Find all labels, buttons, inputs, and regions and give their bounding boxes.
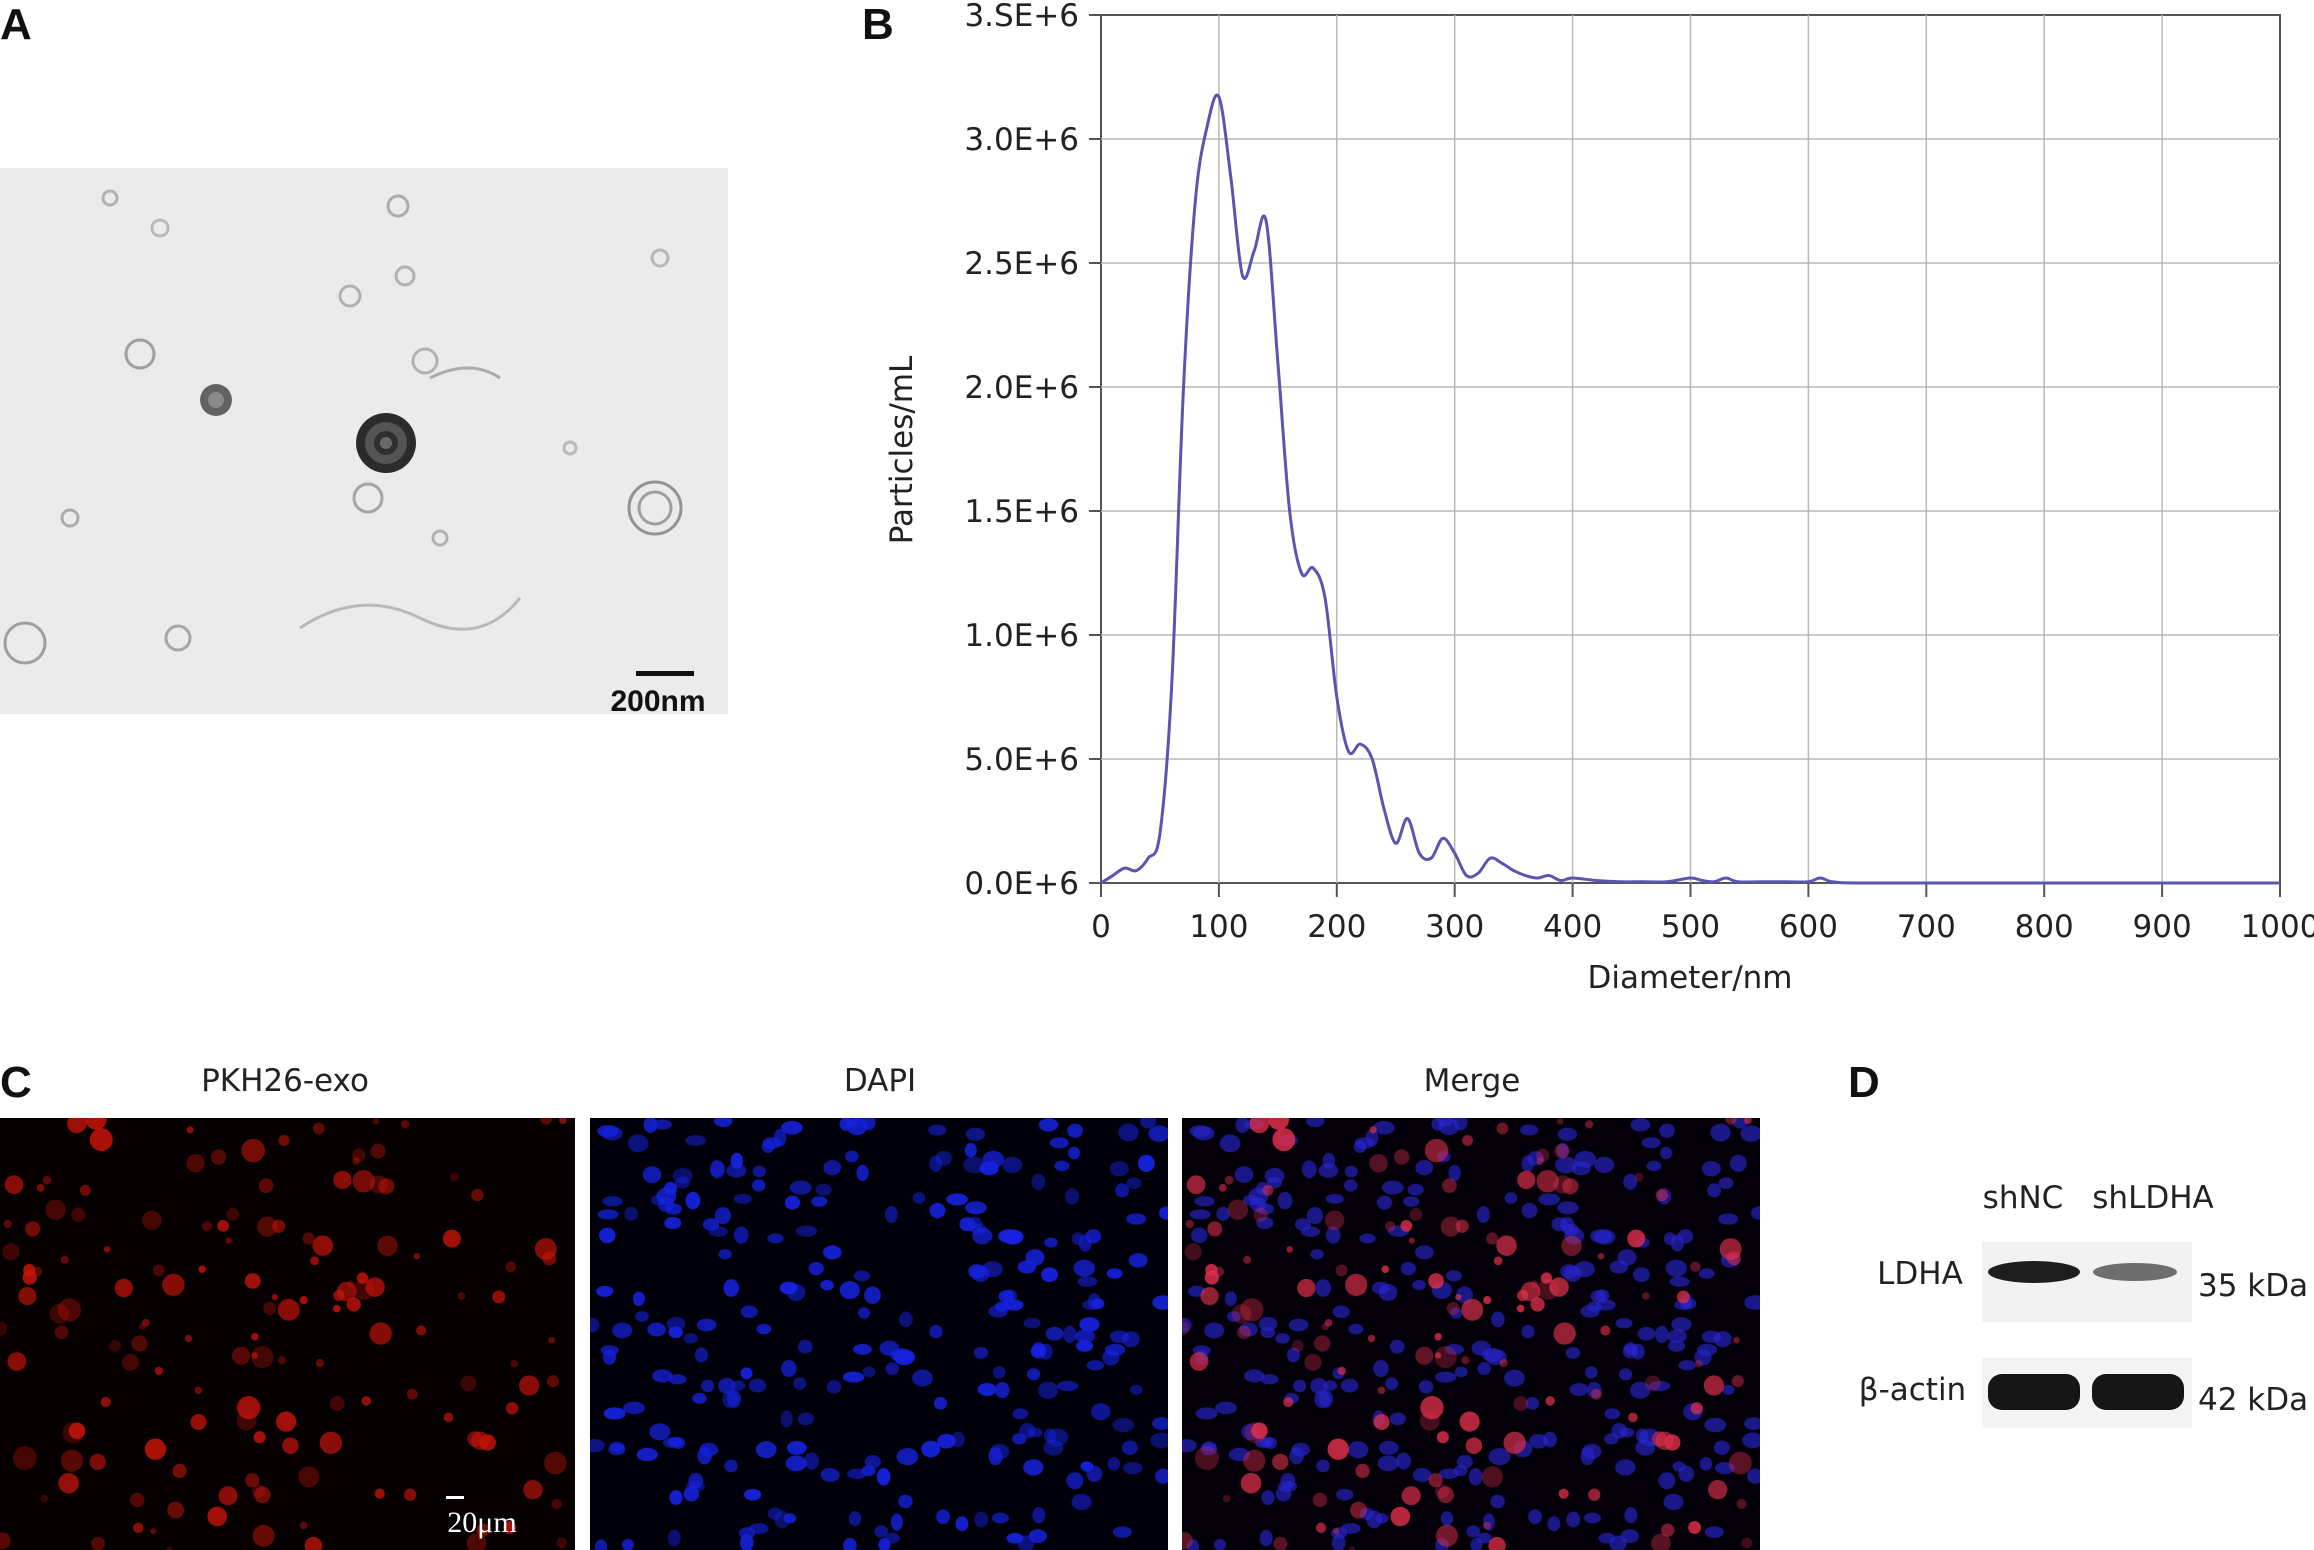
x-tick-label: 800 [2015, 909, 2074, 945]
tem-micrograph: 200nm [0, 168, 728, 714]
blot-strip-ldha [1982, 1242, 2192, 1322]
y-tick-label: 2.0E+6 [964, 370, 1079, 406]
lane-label-shldha: shLDHA [2092, 1180, 2214, 1216]
lane-label-shnc: shNC [1982, 1180, 2064, 1216]
y-tick-label: 5.0E+6 [964, 742, 1079, 778]
y-tick-label: 3.0E+6 [964, 122, 1079, 158]
panel-letter-b: B [862, 0, 894, 49]
image-pkh26-exo: 20μm [0, 1118, 575, 1550]
label-dapi: DAPI [843, 1063, 917, 1099]
y-tick-label: 1.5E+6 [964, 494, 1079, 530]
x-tick-label: 200 [1307, 909, 1366, 945]
y-tick-label: 3.SE+6 [964, 0, 1079, 34]
x-tick-label: 700 [1897, 909, 1956, 945]
blot-size-ldha: 35 kDa [2198, 1268, 2309, 1304]
x-tick-label: 400 [1543, 909, 1602, 945]
tem-image: 200nm [0, 168, 728, 714]
tem-scale-bar-label: 200nm [610, 685, 705, 714]
x-tick-label: 100 [1189, 909, 1248, 945]
label-merge: Merge [1423, 1063, 1521, 1099]
y-tick-label: 0.0E+6 [964, 866, 1079, 902]
blot-size-beta-actin: 42 kDa [2198, 1382, 2309, 1418]
x-tick-label: 500 [1661, 909, 1720, 945]
image-merge [1182, 1118, 1760, 1550]
y-tick-label: 2.5E+6 [964, 246, 1079, 282]
nta-chart: 0.0E+6 5.0E+6 1.0E+6 1.5E+6 2.0E+6 2.5E+6 3.0E… [884, 0, 2314, 996]
y-axis: 0.0E+6 5.0E+6 1.0E+6 1.5E+6 2.0E+6 2.5E+6 3.0E… [964, 0, 1101, 902]
blot-strip-beta-actin [1982, 1358, 2192, 1428]
x-tick-label: 0 [1091, 909, 1111, 945]
label-pkh26-exo: PKH26-exo [201, 1063, 369, 1099]
y-tick-label: 1.0E+6 [964, 618, 1079, 654]
y-axis-title: Particles/mL [884, 355, 920, 544]
x-tick-label: 300 [1425, 909, 1484, 945]
blot-row-label-beta-actin: β-actin [1858, 1372, 1967, 1408]
image-dapi [590, 1118, 1168, 1550]
x-tick-label: 900 [2133, 909, 2192, 945]
panel-letter-d: D [1848, 1058, 1880, 1107]
x-tick-label: 600 [1779, 909, 1838, 945]
grid [1101, 15, 2280, 883]
x-axis: 0 100 200 300 400 500 600 700 800 900 1000 [1091, 883, 2314, 945]
panel-letter-c: C [0, 1058, 32, 1107]
x-axis-title: Diameter/nm [1587, 960, 1792, 996]
panel-letter-a: A [0, 0, 32, 49]
blot-row-label-ldha: LDHA [1877, 1256, 1963, 1292]
x-tick-label: 1000 [2241, 909, 2314, 945]
series-line [1100, 93, 2280, 885]
fluorescence-scale-bar-label: 20μm [447, 1506, 516, 1539]
